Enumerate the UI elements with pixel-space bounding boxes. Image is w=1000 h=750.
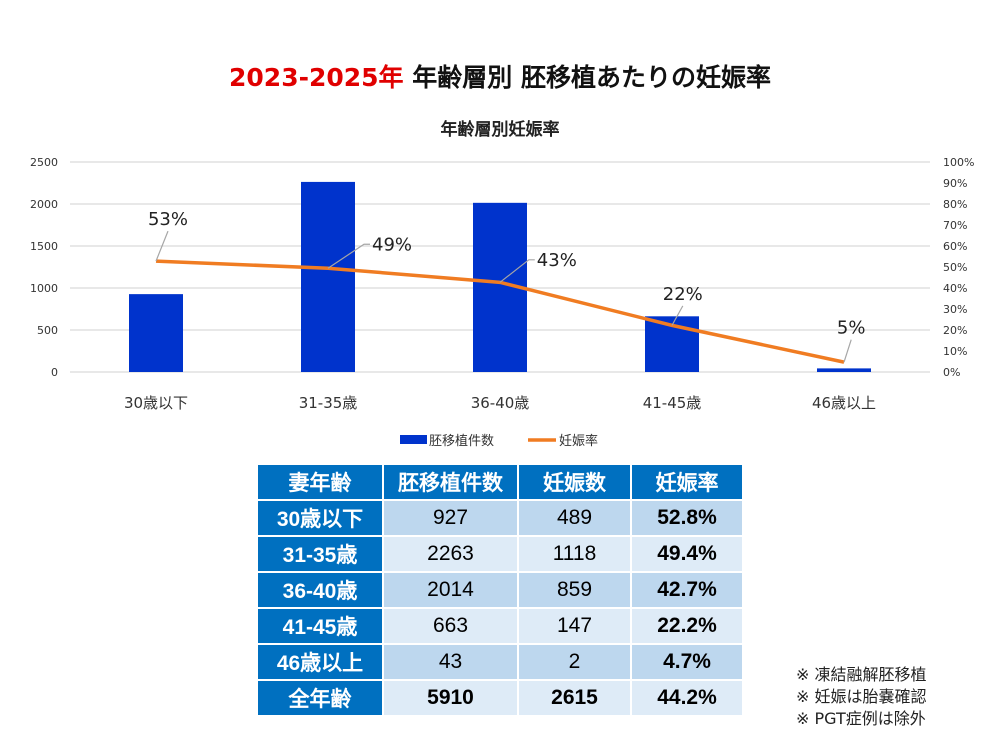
right-tick-label: 0% (943, 366, 960, 379)
bar (301, 181, 355, 372)
table-cell: 5910 (384, 681, 517, 715)
header-cell: 胚移植件数 (384, 465, 517, 499)
bar (129, 294, 183, 372)
table-cell: 489 (519, 501, 630, 535)
table-cell: 2615 (519, 681, 630, 715)
row-label: 30歳以下 (258, 501, 382, 535)
right-tick-label: 30% (943, 303, 967, 316)
footnote: ※ 凍結融解胚移植 (796, 665, 927, 684)
category-label: 30歳以下 (124, 394, 188, 412)
chart-title: 年齢層別妊娠率 (441, 119, 560, 140)
left-tick-label: 500 (37, 324, 58, 337)
header-cell: 妊娠率 (632, 465, 742, 499)
right-tick-label: 70% (943, 219, 967, 232)
legend-label: 妊娠率 (559, 433, 598, 449)
category-label: 41-45歳 (643, 394, 702, 412)
table-cell: 44.2% (632, 681, 742, 715)
leader-line (671, 305, 684, 326)
left-tick-label: 2000 (30, 198, 58, 211)
table-cell: 2263 (384, 537, 517, 571)
category-label: 36-40歳 (471, 394, 530, 412)
data-label: 5% (837, 318, 866, 339)
right-tick-label: 60% (943, 240, 967, 253)
leader-line (155, 230, 169, 262)
category-label: 46歳以上 (812, 394, 876, 412)
legend-bar-swatch (400, 435, 427, 444)
right-tick-label: 10% (943, 345, 967, 358)
row-label: 46歳以上 (258, 645, 382, 679)
table-cell: 663 (384, 609, 517, 643)
table-row: 36-40歳 2014 859 42.7% (258, 573, 742, 607)
data-label: 49% (372, 234, 412, 255)
right-tick-label: 80% (943, 198, 967, 211)
header-cell: 妻年齢 (258, 465, 382, 499)
slide-title: 2023-2025年 年齢層別 胚移植あたりの妊娠率 (0, 58, 1000, 94)
table-cell: 22.2% (632, 609, 742, 643)
data-label: 53% (148, 209, 188, 230)
left-tick-label: 0 (51, 366, 58, 379)
table-row: 31-35歳 2263 1118 49.4% (258, 537, 742, 571)
combo-chart: 年齢層別妊娠率 0 500 1000 1500 2000 2500 0% 10% 20% 30% 40… (30, 119, 974, 449)
right-tick-label: 40% (943, 282, 967, 295)
title-years: 2023-2025年 (229, 63, 404, 92)
footnote: ※ PGT症例は除外 (796, 709, 926, 728)
title-text: 年齢層別 胚移植あたりの妊娠率 (403, 63, 771, 92)
leader-line (843, 339, 852, 363)
leader-line (499, 259, 535, 283)
table-cell: 4.7% (632, 645, 742, 679)
footnotes: ※ 凍結融解胚移植 ※ 妊娠は胎嚢確認 ※ PGT症例は除外 (796, 664, 927, 730)
right-tick-label: 100% (943, 156, 974, 169)
row-label: 全年齢 (258, 681, 382, 715)
table-row: 30歳以下 927 489 52.8% (258, 501, 742, 535)
table-cell: 2014 (384, 573, 517, 607)
table-total-row: 全年齢 5910 2615 44.2% (258, 681, 742, 715)
right-tick-label: 20% (943, 324, 967, 337)
leader-line (327, 243, 370, 269)
row-label: 41-45歳 (258, 609, 382, 643)
header-cell: 妊娠数 (519, 465, 630, 499)
table-cell: 859 (519, 573, 630, 607)
table-cell: 1118 (519, 537, 630, 571)
data-label: 22% (663, 284, 703, 305)
table-header-row: 妻年齢 胚移植件数 妊娠数 妊娠率 (258, 465, 742, 499)
left-tick-label: 2500 (30, 156, 58, 169)
left-tick-label: 1500 (30, 240, 58, 253)
right-tick-label: 50% (943, 261, 967, 274)
footnote: ※ 妊娠は胎嚢確認 (796, 687, 927, 706)
table-row: 41-45歳 663 147 22.2% (258, 609, 742, 643)
table-cell: 52.8% (632, 501, 742, 535)
table-cell: 927 (384, 501, 517, 535)
bar (817, 368, 871, 372)
row-label: 36-40歳 (258, 573, 382, 607)
table-cell: 43 (384, 645, 517, 679)
category-label: 31-35歳 (299, 394, 358, 412)
right-tick-label: 90% (943, 177, 967, 190)
table-cell: 147 (519, 609, 630, 643)
legend-label: 胚移植件数 (429, 434, 494, 449)
table-row: 46歳以上 43 2 4.7% (258, 645, 742, 679)
table-cell: 42.7% (632, 573, 742, 607)
table-cell: 49.4% (632, 537, 742, 571)
data-table: 妻年齢 胚移植件数 妊娠数 妊娠率 30歳以下 927 489 52.8% 31-35歳… (256, 463, 744, 717)
left-tick-label: 1000 (30, 282, 58, 295)
data-label: 43% (537, 250, 577, 271)
table-cell: 2 (519, 645, 630, 679)
row-label: 31-35歳 (258, 537, 382, 571)
